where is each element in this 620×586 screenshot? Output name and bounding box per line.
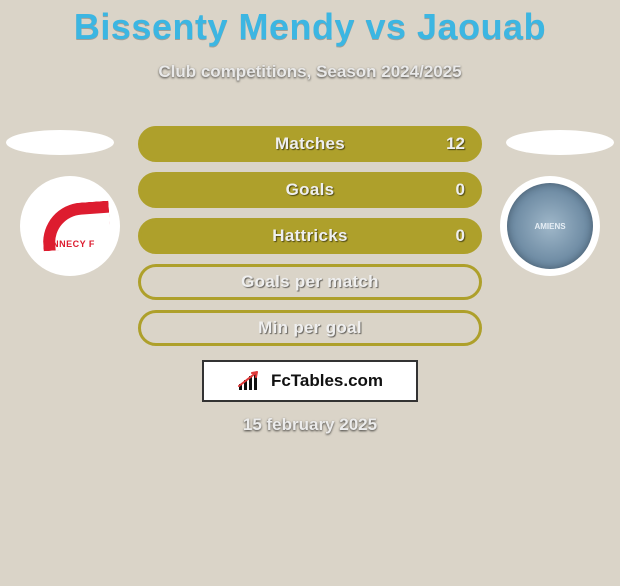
fctables-logo-icon [237, 370, 265, 392]
stat-row-matches: Matches 12 [138, 126, 482, 162]
stat-label: Goals per match [241, 272, 379, 292]
player-photo-left [6, 130, 114, 155]
stat-label: Min per goal [258, 318, 362, 338]
stat-row-goals: Goals 0 [138, 172, 482, 208]
club-badge-left: ANNECY F [20, 176, 120, 276]
stats-container: Matches 12 Goals 0 Hattricks 0 Goals per… [138, 126, 482, 346]
subtitle: Club competitions, Season 2024/2025 [0, 62, 620, 82]
stat-label: Matches [275, 134, 345, 154]
branding-box: FcTables.com [202, 360, 418, 402]
annecy-swoosh-icon [40, 203, 100, 237]
stat-row-goals-per-match: Goals per match [138, 264, 482, 300]
club-badge-right: AMIENS [500, 176, 600, 276]
branding-text: FcTables.com [271, 371, 383, 391]
stat-value: 0 [456, 180, 465, 200]
club-badge-left-art: ANNECY F [40, 203, 100, 249]
stat-label: Hattricks [272, 226, 347, 246]
stat-label: Goals [286, 180, 335, 200]
stat-value: 0 [456, 226, 465, 246]
date-text: 15 february 2025 [0, 415, 620, 435]
page-title: Bissenty Mendy vs Jaouab [0, 6, 620, 48]
stat-row-hattricks: Hattricks 0 [138, 218, 482, 254]
stat-row-min-per-goal: Min per goal [138, 310, 482, 346]
stat-value: 12 [446, 134, 465, 154]
player-photo-right [506, 130, 614, 155]
club-right-label: AMIENS [534, 222, 565, 231]
club-badge-right-art: AMIENS [507, 183, 593, 269]
